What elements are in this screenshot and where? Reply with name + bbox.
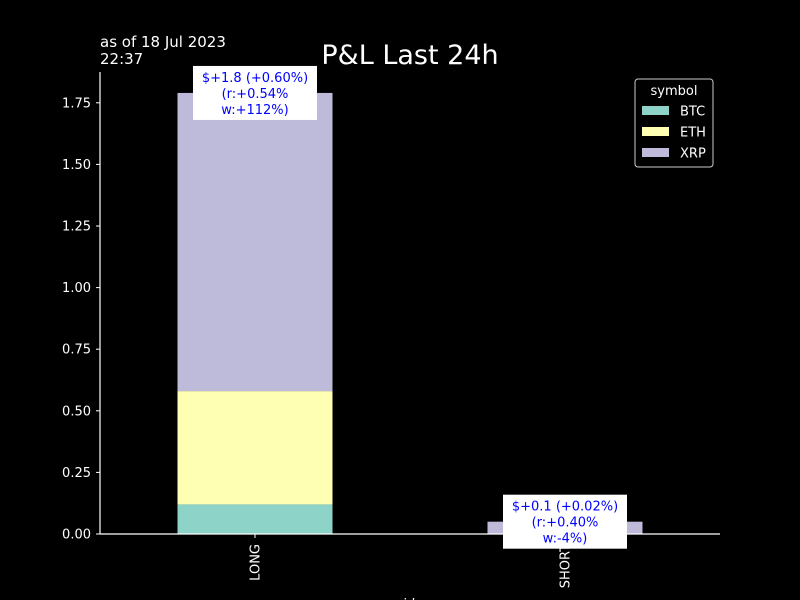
- annotation-line: w:-4%): [543, 532, 588, 547]
- y-tick-label: 0.50: [62, 404, 91, 419]
- annotation-box-short: [503, 494, 627, 549]
- legend-label-xrp: XRP: [680, 147, 706, 162]
- annotation-box-long: [193, 65, 317, 120]
- x-tick-label-short: SHORT: [559, 544, 574, 588]
- legend-swatch-eth: [642, 127, 669, 136]
- bar-long-eth: [177, 391, 333, 505]
- as-of-date: as of 18 Jul 2023: [100, 33, 226, 51]
- bar-long-btc: [177, 504, 333, 534]
- chart-title: P&L Last 24h: [321, 40, 498, 71]
- legend-items: BTC ETH XRP: [642, 105, 706, 162]
- legend: symbol BTC ETH XRP: [634, 78, 714, 168]
- x-axis-title: side: [397, 597, 424, 600]
- legend-frame: [634, 78, 714, 168]
- annotation-line: (r:+0.54%: [222, 87, 289, 102]
- annotations-group: $+1.8 (+0.60%)(r:+0.54%w:+112%) $+0.1 (+0…: [193, 65, 627, 549]
- y-tick-label: 1.75: [62, 96, 91, 111]
- annotation-line: w:+112%): [221, 103, 288, 118]
- y-tick-label: 0.00: [62, 528, 91, 543]
- legend-title: symbol: [651, 84, 698, 99]
- y-tick-label: 1.00: [62, 281, 91, 296]
- y-tick-label: 1.50: [62, 158, 91, 173]
- y-tick-label: 0.25: [62, 466, 91, 481]
- y-tick-label: 1.25: [62, 220, 91, 235]
- y-tick-label: 0.75: [62, 343, 91, 358]
- annotation-line: (r:+0.40%: [532, 516, 599, 531]
- bar-long-xrp: [177, 92, 333, 392]
- legend-label-btc: BTC: [680, 105, 705, 120]
- legend-swatch-btc: [642, 106, 669, 115]
- x-tick-label-long: LONG: [249, 544, 264, 581]
- y-axis: 0.00 0.25 0.50 0.75 1.00 1.25 1.50 1.75: [62, 72, 101, 543]
- annotation-line: $+0.1 (+0.02%): [512, 500, 618, 515]
- annotation-line: $+1.8 (+0.60%): [202, 71, 308, 86]
- legend-swatch-xrp: [642, 148, 669, 157]
- legend-label-eth: ETH: [680, 126, 706, 141]
- as-of-time: 22:37: [100, 50, 143, 68]
- bars-group: [177, 92, 643, 534]
